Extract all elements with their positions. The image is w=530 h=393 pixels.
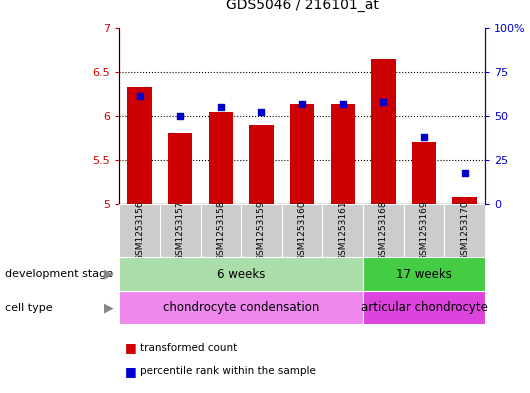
FancyBboxPatch shape (363, 204, 404, 257)
Bar (453, 197, 477, 204)
FancyBboxPatch shape (119, 291, 363, 324)
Text: ▶: ▶ (104, 301, 114, 314)
Text: ▶: ▶ (104, 268, 114, 281)
Text: transformed count: transformed count (140, 343, 237, 353)
FancyBboxPatch shape (119, 257, 363, 291)
Text: cell type: cell type (5, 303, 53, 312)
Text: percentile rank within the sample: percentile rank within the sample (140, 366, 316, 376)
Text: GSM1253161: GSM1253161 (338, 200, 347, 261)
Text: GSM1253170: GSM1253170 (460, 200, 469, 261)
Text: GSM1253158: GSM1253158 (216, 200, 225, 261)
FancyBboxPatch shape (241, 204, 282, 257)
Bar (371, 59, 395, 204)
Text: GSM1253169: GSM1253169 (420, 200, 428, 261)
FancyBboxPatch shape (444, 204, 485, 257)
FancyBboxPatch shape (363, 291, 485, 324)
Bar (412, 142, 436, 204)
Text: development stage: development stage (5, 269, 113, 279)
Text: GDS5046 / 216101_at: GDS5046 / 216101_at (226, 0, 378, 12)
Text: GSM1253168: GSM1253168 (379, 200, 388, 261)
Bar (249, 125, 273, 204)
Point (420, 134, 428, 140)
Text: GSM1253160: GSM1253160 (298, 200, 306, 261)
Point (298, 100, 306, 107)
Text: GSM1253156: GSM1253156 (135, 200, 144, 261)
FancyBboxPatch shape (322, 204, 363, 257)
Bar (331, 104, 355, 204)
Text: ■: ■ (125, 365, 136, 378)
Bar (290, 105, 314, 204)
Bar (127, 87, 152, 204)
FancyBboxPatch shape (282, 204, 322, 257)
Bar (209, 112, 233, 204)
Point (257, 109, 266, 116)
Point (461, 169, 469, 176)
Point (176, 113, 184, 119)
FancyBboxPatch shape (200, 204, 241, 257)
Text: chondrocyte condensation: chondrocyte condensation (163, 301, 320, 314)
FancyBboxPatch shape (404, 204, 444, 257)
Text: articular chondrocyte: articular chondrocyte (360, 301, 488, 314)
FancyBboxPatch shape (119, 204, 160, 257)
Bar (168, 133, 192, 204)
FancyBboxPatch shape (160, 204, 200, 257)
Text: 6 weeks: 6 weeks (217, 268, 266, 281)
Point (379, 99, 387, 105)
Text: 17 weeks: 17 weeks (396, 268, 452, 281)
Point (135, 93, 144, 99)
FancyBboxPatch shape (363, 257, 485, 291)
Text: GSM1253159: GSM1253159 (257, 200, 266, 261)
Text: GSM1253157: GSM1253157 (176, 200, 184, 261)
Text: ■: ■ (125, 341, 136, 354)
Point (217, 104, 225, 110)
Point (339, 100, 347, 107)
